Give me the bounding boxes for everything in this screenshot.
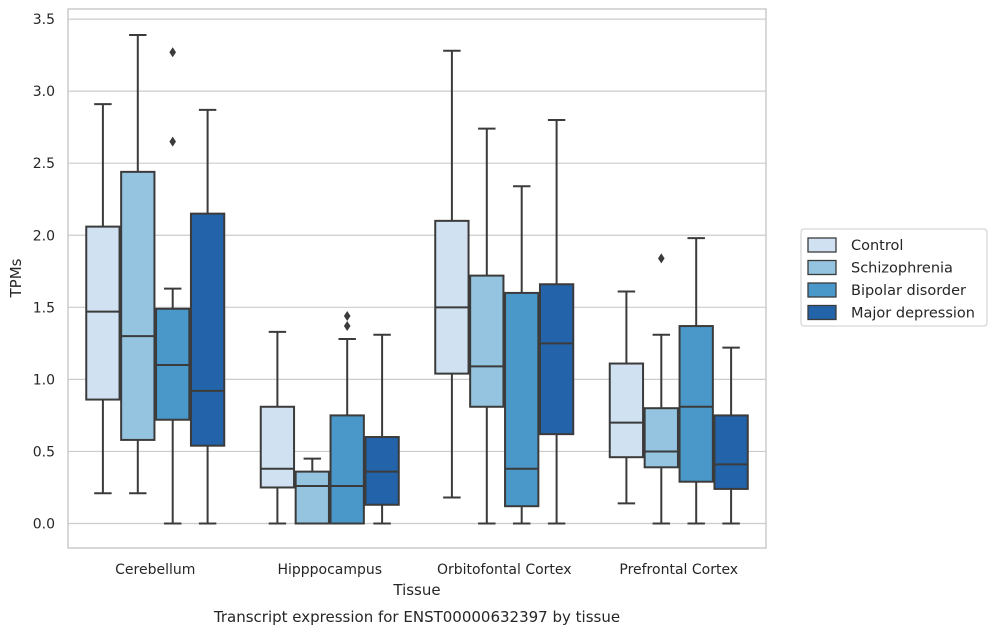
legend-swatch (807, 304, 837, 321)
box-body (643, 407, 679, 469)
legend-item: Control (807, 237, 903, 254)
box-body (469, 274, 505, 408)
chart-caption: Transcript expression for ENST0000063239… (213, 608, 620, 626)
outlier-point (343, 321, 351, 332)
legend-label: Schizophrenia (851, 261, 953, 277)
box-2-1 (469, 127, 505, 525)
y-tick-label: 1.0 (33, 372, 55, 388)
box-body (259, 405, 296, 489)
box-body (294, 470, 330, 525)
box-2-2 (504, 185, 540, 525)
box-body (329, 414, 365, 525)
x-axis-label: Tissue (392, 581, 440, 599)
box-body (678, 325, 714, 483)
outlier-point (343, 310, 351, 321)
box-body (608, 362, 645, 459)
legend-swatch (807, 282, 837, 298)
legend-frame (800, 228, 988, 327)
x-tick-labels: Cerebellum Hipppocampus Orbitofontal Corte… (115, 562, 738, 578)
y-tick-label: 1.5 (33, 300, 55, 316)
x-tick-label: Cerebellum (115, 562, 195, 578)
legend-swatch (807, 259, 837, 276)
legend: Control Schizophrenia Bipolar disorder Majo… (800, 228, 988, 327)
box-0-0 (85, 103, 121, 495)
x-tick-label: Prefrontal Cortex (619, 562, 738, 578)
box-1-3 (364, 333, 400, 525)
outlier-point (169, 136, 176, 147)
box-1-2 (329, 310, 365, 525)
outlier-point (169, 47, 176, 58)
y-tick-label: 3.0 (33, 84, 55, 100)
boxes (85, 33, 749, 525)
y-tick-labels: 0.0 0.5 1.0 1.5 2.0 2.5 3.0 3.5 (33, 12, 55, 532)
box-1-0 (259, 330, 296, 525)
box-0-2 (155, 47, 191, 525)
box-3-0 (608, 290, 645, 505)
legend-item: Bipolar disorder (807, 282, 966, 299)
box-0-1 (120, 33, 156, 495)
y-axis-label: TPMs (7, 258, 25, 298)
x-tick-label: Hipppocampus (277, 562, 382, 578)
x-tick-label: Orbitofontal Cortex (437, 562, 572, 578)
box-0-3 (189, 108, 226, 525)
outlier-point (658, 253, 665, 264)
y-tick-label: 0.5 (33, 444, 55, 460)
box-3-3 (713, 346, 749, 525)
box-2-0 (434, 49, 470, 499)
legend-item: Schizophrenia (807, 259, 953, 277)
legend-label: Bipolar disorder (851, 283, 966, 299)
box-body (120, 170, 156, 441)
legend-label: Major depression (851, 306, 975, 322)
y-tick-label: 0.0 (33, 517, 55, 533)
box-body (538, 283, 575, 436)
box-3-2 (678, 237, 714, 525)
legend-swatch (807, 237, 837, 253)
box-body (434, 219, 470, 375)
box-body (189, 212, 226, 447)
box-2-3 (538, 118, 575, 525)
y-tick-label: 3.5 (33, 12, 55, 28)
box-body (504, 291, 540, 508)
box-1-1 (294, 457, 330, 525)
box-3-1 (643, 253, 679, 525)
legend-label: Control (851, 238, 903, 254)
box-body (713, 414, 749, 490)
y-tick-label: 2.5 (33, 156, 55, 172)
y-tick-label: 2.0 (33, 228, 55, 244)
legend-item: Major depression (807, 304, 975, 322)
box-body (85, 225, 121, 401)
